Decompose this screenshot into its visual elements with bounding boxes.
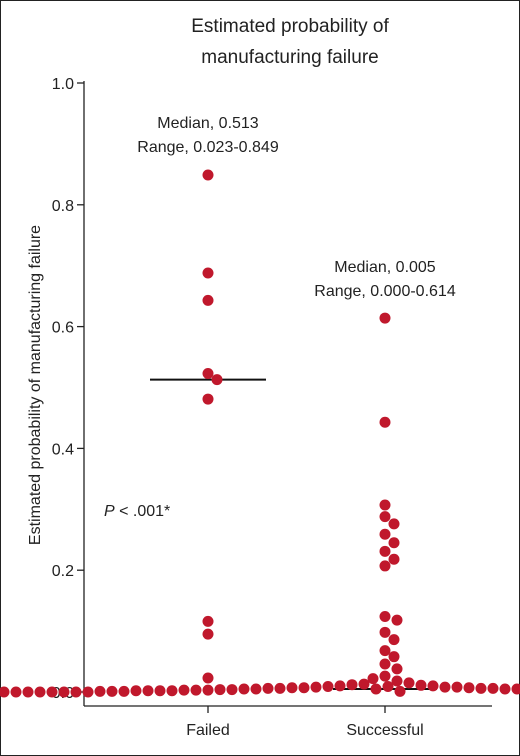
data-point [388, 553, 400, 565]
data-point [388, 537, 400, 549]
data-point [487, 682, 499, 694]
data-point [22, 686, 34, 698]
data-point [202, 267, 214, 279]
data-point [499, 683, 511, 695]
data-point [403, 677, 415, 689]
data-point [202, 615, 214, 627]
y-tick-label: 1.0 [52, 76, 74, 93]
p-value-annotation: P < .001* [104, 503, 170, 520]
data-point [310, 681, 322, 693]
x-ticks: Failed Successful [186, 706, 424, 739]
data-point [178, 684, 190, 696]
data-point [202, 367, 214, 379]
data-point [34, 686, 46, 698]
data-point [322, 681, 334, 693]
data-point [379, 511, 391, 523]
y-ticks: 0.00.20.40.60.81.0 [52, 76, 84, 702]
y-tick-label: 0.6 [52, 320, 74, 337]
data-point [262, 682, 274, 694]
data-point [388, 651, 400, 663]
data-point [379, 626, 391, 638]
data-point [379, 560, 391, 572]
data-point [250, 683, 262, 695]
data-point [58, 686, 70, 698]
successful-median-annotation: Median, 0.005 [334, 259, 436, 276]
data-point [388, 518, 400, 530]
data-point [379, 610, 391, 622]
y-tick-label: 0.2 [52, 563, 74, 580]
x-tick-label: Failed [186, 722, 230, 739]
data-point [286, 682, 298, 694]
data-point [379, 670, 391, 682]
data-point [391, 614, 403, 626]
data-point [154, 685, 166, 697]
data-point [142, 685, 154, 697]
data-point [106, 685, 118, 697]
data-point [202, 393, 214, 405]
data-point [94, 685, 106, 697]
data-point [190, 684, 202, 696]
data-point [334, 680, 346, 692]
data-point [214, 684, 226, 696]
data-point [382, 681, 394, 693]
data-point [130, 685, 142, 697]
data-point [379, 416, 391, 428]
data-point [166, 685, 178, 697]
data-point [391, 663, 403, 675]
p-value-symbol: P [104, 503, 115, 520]
data-point [367, 673, 379, 685]
data-point [202, 169, 214, 181]
data-point [451, 681, 463, 693]
axes [83, 81, 492, 707]
failed-median-annotation: Median, 0.513 [157, 115, 259, 132]
data-point [391, 675, 403, 687]
chart-title-line-1: Estimated probability of [191, 16, 389, 37]
failed-range-annotation: Range, 0.023-0.849 [137, 139, 279, 156]
data-point [463, 682, 475, 694]
data-point [379, 499, 391, 511]
data-point [439, 681, 451, 693]
y-tick-label: 0.8 [52, 198, 74, 215]
x-tick-label: Successful [346, 722, 423, 739]
data-point [202, 672, 214, 684]
data-point [202, 684, 214, 696]
data-point [379, 528, 391, 540]
data-point [346, 679, 358, 691]
p-value-text: < .001* [115, 503, 171, 520]
data-point [427, 680, 439, 692]
data-point [46, 686, 58, 698]
data-point [379, 658, 391, 670]
data-point [358, 678, 370, 690]
data-point [379, 545, 391, 557]
data-point [226, 684, 238, 696]
data-point [298, 682, 310, 694]
chart-title-line-2: manufacturing failure [201, 47, 378, 68]
data-point [202, 294, 214, 306]
data-point [370, 683, 382, 695]
data-point [211, 374, 223, 386]
data-point [511, 683, 520, 695]
data-point [274, 682, 286, 694]
successful-range-annotation: Range, 0.000-0.614 [314, 283, 456, 300]
data-point [0, 686, 10, 698]
data-point [202, 628, 214, 640]
data-point [379, 645, 391, 657]
y-tick-label: 0.4 [52, 441, 74, 458]
data-point [415, 679, 427, 691]
data-point [379, 312, 391, 324]
data-point [475, 682, 487, 694]
data-point [388, 634, 400, 646]
data-point [394, 685, 406, 697]
data-point [10, 686, 22, 698]
y-axis-label: Estimated probability of manufacturing f… [27, 225, 44, 545]
data-point [82, 686, 94, 698]
data-points [0, 169, 520, 698]
data-point [238, 683, 250, 695]
data-point [70, 686, 82, 698]
data-point [118, 685, 130, 697]
